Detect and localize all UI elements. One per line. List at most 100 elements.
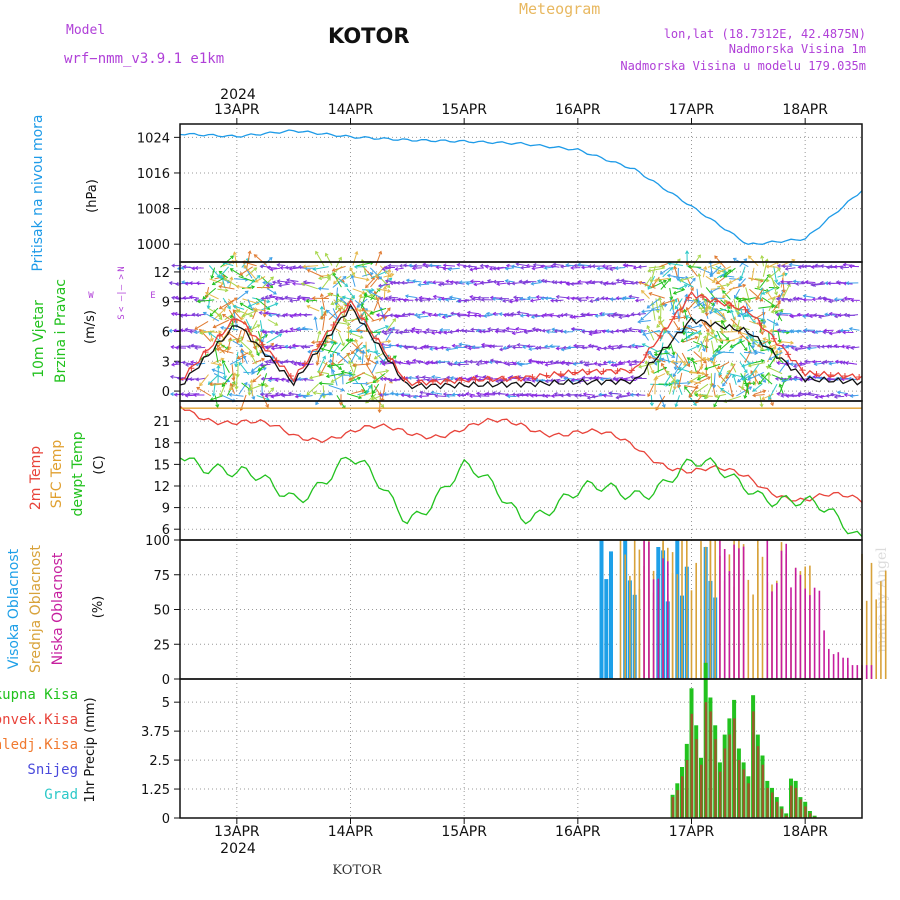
wind-arrowhead <box>768 396 772 401</box>
wind-arrowhead <box>325 374 330 379</box>
wind-arrow <box>361 350 364 365</box>
wind-arrow <box>738 278 746 287</box>
wind-arrow <box>227 331 240 342</box>
low-cloud-bar <box>738 548 740 679</box>
precip-convective-bar <box>780 808 783 818</box>
wind-arrow <box>688 384 699 398</box>
wind-arrowhead <box>823 297 827 302</box>
wind-arrowhead <box>581 329 586 334</box>
wind-arrow <box>737 309 754 317</box>
wind-arrow <box>196 377 207 381</box>
wind-arrow <box>805 281 816 283</box>
wind-arrowhead <box>303 344 307 349</box>
wind-arrowhead <box>208 331 212 336</box>
wind-speed-marker <box>429 378 436 385</box>
wind-arrow <box>223 277 239 288</box>
wind-arrowhead <box>674 403 679 408</box>
wind-arrowhead <box>775 312 780 317</box>
wind-arrowhead <box>281 393 286 398</box>
wind-arrowhead <box>170 311 175 316</box>
wind-speed-marker <box>373 335 380 342</box>
wind-arrow <box>674 298 683 309</box>
wind-arrow <box>716 266 732 274</box>
wind-arrowhead <box>828 344 833 349</box>
pressure-frame <box>179 123 863 263</box>
wind-arrow <box>266 287 277 295</box>
pressure-title: Pritisak na nivou mora <box>30 114 46 271</box>
wind-arrowhead <box>375 313 380 318</box>
wind-arrowhead <box>387 263 392 268</box>
wind-arrowhead <box>211 368 216 373</box>
precipitation-ytick-label: 0 <box>162 812 170 827</box>
wind-arrowhead <box>593 361 598 366</box>
wind-arrow <box>801 265 811 267</box>
wind-arrowhead <box>274 343 278 348</box>
wind-arrowhead <box>626 359 631 364</box>
wind-arrowhead <box>496 281 500 286</box>
wind-arrow <box>524 329 533 332</box>
wind-arrowhead <box>218 305 223 310</box>
wind-speed-marker <box>756 320 763 327</box>
low-cloud-bar <box>799 574 802 679</box>
mid-cloud-bar <box>619 540 622 679</box>
wind-arrowhead <box>485 391 490 396</box>
wind-arrowhead <box>720 388 724 392</box>
wind-arrow <box>709 261 713 277</box>
wind-arrowhead <box>696 370 701 375</box>
wind-arrowhead <box>276 262 281 268</box>
wind-arrow <box>431 391 443 395</box>
wind-arrowhead <box>676 315 681 320</box>
wind-arrow <box>789 264 801 267</box>
wind-arrow <box>815 395 825 398</box>
wind-arrowhead <box>802 314 806 319</box>
wind-arrow <box>778 294 780 309</box>
wind-arrow <box>303 281 315 284</box>
wind-arrowhead <box>251 285 256 290</box>
wind-arrowhead <box>659 271 664 275</box>
wind-arrow <box>510 313 521 316</box>
wind-speed-marker <box>515 375 522 382</box>
wind-arrow <box>247 299 254 311</box>
wind-arrowhead <box>302 264 307 269</box>
wind-arrowhead <box>445 393 450 398</box>
wind-arrow <box>277 280 287 283</box>
wind-arrowhead <box>669 266 674 271</box>
wind-arrowhead <box>339 305 344 310</box>
wind-arrowhead <box>804 359 808 364</box>
wind-arrowhead <box>426 378 431 383</box>
wind-arrowhead <box>700 309 705 314</box>
wind-arrowhead <box>591 264 596 269</box>
wind-arrow <box>356 262 374 267</box>
wind-arrow <box>379 395 381 413</box>
wind-arrowhead <box>729 344 734 348</box>
wind-arrow <box>662 267 673 278</box>
wind-arrowhead <box>816 344 821 349</box>
wind-arrowhead <box>297 362 302 367</box>
wind-arrowhead <box>270 387 275 392</box>
wind-legend-n: N <box>117 266 127 271</box>
wind-arrowhead <box>519 392 524 397</box>
wind-speed-marker <box>543 372 550 379</box>
wind-arrow <box>241 286 255 289</box>
wind-arrow <box>370 276 380 288</box>
wind-arrowhead <box>413 346 417 351</box>
wind-arrowhead <box>322 355 326 360</box>
wind-arrow <box>734 310 747 317</box>
wind-arrowhead <box>234 363 239 368</box>
wind-arrowhead <box>505 326 510 331</box>
wind-arrow <box>759 274 771 289</box>
wind-speed-marker <box>330 321 337 328</box>
wind-arrowhead <box>480 342 485 347</box>
low-cloud-bar <box>818 590 821 679</box>
wind-arrowhead <box>456 393 461 398</box>
wind-arrowhead <box>451 343 456 348</box>
wind-arrowhead <box>710 296 714 301</box>
wind-arrowhead <box>839 265 844 270</box>
wind-arrowhead <box>585 312 590 317</box>
wind-arrowhead <box>676 379 681 384</box>
wind-arrowhead <box>638 281 643 285</box>
temperature-ytick-label: 9 <box>162 502 170 517</box>
wind-arrowhead <box>792 364 797 369</box>
wind-arrow <box>395 315 408 318</box>
low-cloud-bar <box>823 630 825 679</box>
